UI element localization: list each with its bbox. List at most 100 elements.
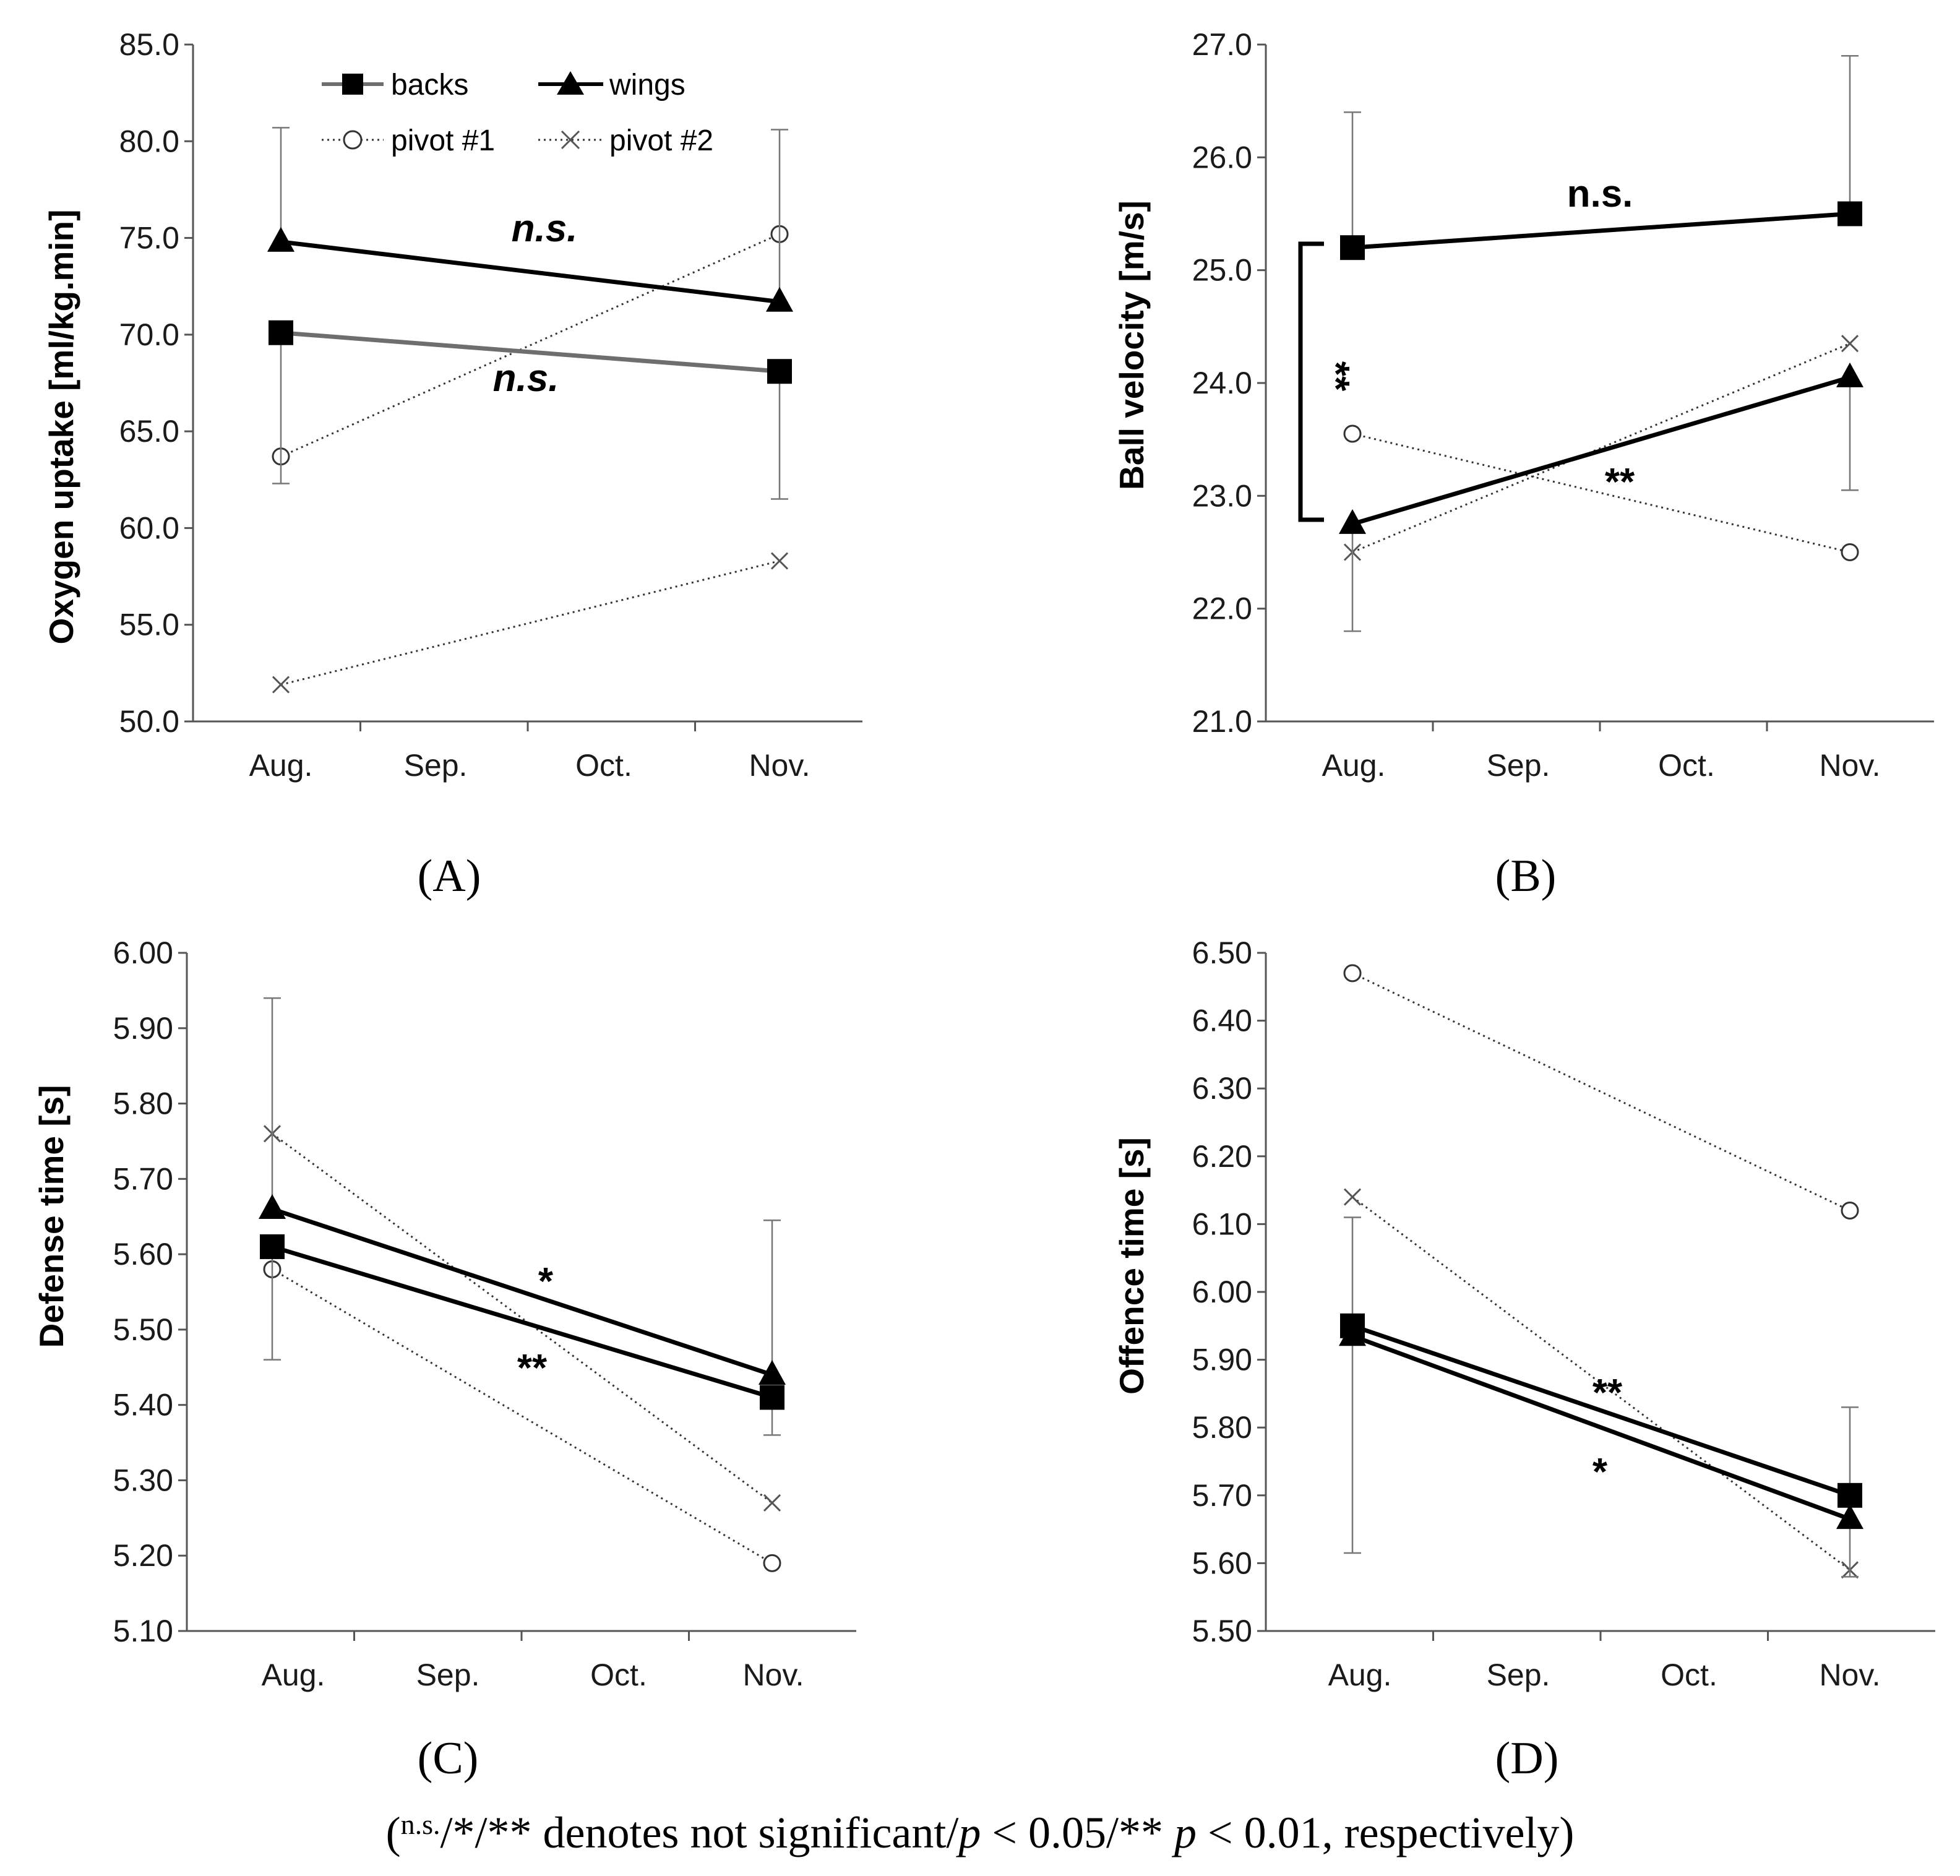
panel-a-pivot2-point [272,676,290,694]
panel-c-y-tick-label: 5.70 [113,1161,173,1196]
panel-b-y-tick-label: 25.0 [1192,253,1252,288]
panel-b-x-tick-label: Sep. [1487,748,1550,783]
panel-d-label: (D) [1495,1733,1559,1784]
caption-p1: p [955,1808,981,1857]
panel-d-y-tick-label: 5.70 [1192,1478,1252,1513]
panel-b-x-tick-label: Nov. [1819,748,1880,783]
panel-c-wings-significance: * [538,1260,554,1303]
legend-item-pivot2: pivot #2 [538,124,713,157]
panel-d-x-tick-label: Sep. [1487,1658,1550,1692]
panel-b-wings-significance: ** [1605,461,1635,504]
legend-backs-label: backs [391,69,468,101]
panel-d-wings-point [1339,1321,1366,1346]
panel-a-backs-point [269,320,293,345]
panel-a-y-tick-label: 70.0 [119,317,179,352]
panel-d-y-tick-label: 6.10 [1192,1207,1252,1241]
caption-stars: /*/** [440,1808,531,1857]
panel-a-y-tick-label: 50.0 [119,704,179,739]
panel-c-y-tick-label: 5.10 [113,1614,173,1648]
panel-b-y-tick-label: 24.0 [1192,366,1252,400]
panel-b-x-tick-label: Aug. [1322,748,1386,783]
panel-b-y-tick-label: 26.0 [1192,140,1252,174]
panel-c-backs-significance: ** [517,1347,548,1390]
panel-c-y-tick-label: 5.30 [113,1463,173,1497]
panel-b-pivot2-line [1352,342,1850,553]
panel-b-backs-line [1352,212,1850,250]
legend-item-pivot1: pivot #1 [322,124,495,157]
panel-b-pivot1-point [1841,543,1859,561]
panel-b-label: (B) [1495,851,1557,901]
panel-b-y-tick-label: 22.0 [1192,592,1252,626]
panel-d-y-tick-label: 6.00 [1192,1275,1252,1309]
panel-b-y-tick-label: 23.0 [1192,478,1252,513]
panel-d-x-tick-label: Aug. [1328,1658,1392,1692]
panel-d-y-tick-label: 6.40 [1192,1004,1252,1038]
panel-a-wings-significance: n.s. [512,207,578,250]
caption-p2: p [1171,1808,1197,1857]
panel-b-comparison-bracket [1298,241,1324,522]
panel-d-backs-point [1838,1482,1862,1508]
panel-b-y-tick-label: 27.0 [1192,27,1252,62]
panel-d-pivot1-point [1343,964,1362,983]
panel-d-chart: 5.50 5.60 5.70 5.80 5.90 6.00 6.10 6.20 6.30 6.40… [1112,936,1935,1784]
caption-open: ( [386,1808,401,1857]
caption-lt2: < 0.01, respectively) [1197,1808,1574,1857]
panel-d-y-tick-label: 5.50 [1192,1614,1252,1648]
panel-c-x-tick-label: Nov. [742,1658,804,1692]
panel-d-pivot1-point [1841,1201,1859,1220]
panel-c-y-tick-label: 5.20 [113,1538,173,1573]
caption-ns: n.s. [401,1809,441,1840]
panel-d-pivot2-line [1352,1196,1850,1571]
panel-c-backs-point [760,1385,784,1410]
panel-c-y-axis-label: Defense time [s] [32,1085,71,1348]
panel-b-backs-point [1838,201,1862,226]
panel-b-pivot2-point [1841,335,1859,353]
panel-a-pivot2-line [280,560,780,686]
panel-d-y-tick-label: 5.90 [1192,1343,1252,1377]
panel-d-wings-point [1836,1504,1863,1530]
panel-a-pivot2-point [770,552,789,570]
legend-pivot1-marker [343,130,363,150]
panel-a-wings-point [766,286,793,312]
panel-a-backs-line [280,330,780,374]
panel-c-pivot2-line [272,1133,773,1504]
panel-d-y-tick-label: 5.60 [1192,1546,1252,1580]
figure-caption: (n.s./*/** denotes not significant/p < 0… [386,1808,1575,1857]
panel-d-wings-significance: * [1592,1451,1608,1494]
panel-d-y-axis-label: Offence time [s] [1112,1137,1151,1395]
panel-a-y-tick-label: 80.0 [119,124,179,158]
panel-d-pivot2-significance: ** [1592,1372,1623,1414]
panel-a-label: (A) [418,851,481,901]
panel-b-backs-significance: n.s. [1567,173,1633,215]
panel-c-wings-point [759,1359,786,1385]
panel-d-y-tick-label: 6.20 [1192,1139,1252,1174]
caption-mid: denotes not significant/ [532,1808,959,1857]
legend-wings-label: wings [609,69,686,101]
legend-item-backs: backs [322,69,468,101]
panel-d-wings-line [1351,1333,1851,1521]
panel-a-y-tick-label: 65.0 [119,414,179,449]
panel-a-y-axis-label: Oxygen uptake [ml/kg.min] [42,210,80,645]
panel-a-backs-point [767,359,792,384]
panel-a-y-tick-label: 75.0 [119,221,179,256]
panel-c-pivot2-point [763,1494,781,1512]
caption-lt1: < 0.05/** [981,1808,1174,1857]
panel-a-x-tick-label: Oct. [575,748,632,783]
panel-b-y-tick-label: 21.0 [1192,704,1252,739]
panel-c-label: (C) [418,1733,479,1784]
panel-c-y-tick-label: 5.60 [113,1237,173,1271]
panel-a-x-tick-label: Sep. [404,748,468,783]
legend: backs wings pivot #1 pivot #2 [322,69,713,157]
panel-c-wings-line [271,1207,773,1377]
panel-c-plot: 5.10 5.20 5.30 5.40 5.50 5.60 5.70 5.80 5.90 6.00… [113,936,856,1692]
panel-c-chart: 5.10 5.20 5.30 5.40 5.50 5.60 5.70 5.80 5.90 6.00… [32,936,856,1784]
panel-a-plot: 50.0 55.0 60.0 65.0 70.0 75.0 80.0 85.0 Aug. Sep.… [119,27,862,783]
panel-b-plot: 21.0 22.0 23.0 24.0 25.0 26.0 27.0 Aug. Sep. Oct.… [1192,27,1934,783]
panel-d-backs-line [1351,1323,1851,1498]
legend-wings-marker [557,71,584,95]
panel-b-pivot1-line [1352,432,1850,553]
panel-b-chart: 21.0 22.0 23.0 24.0 25.0 26.0 27.0 Aug. Sep. Oct.… [1112,27,1934,901]
panel-d-y-tick-label: 6.30 [1192,1071,1252,1106]
legend-pivot1-label: pivot #1 [391,124,495,157]
